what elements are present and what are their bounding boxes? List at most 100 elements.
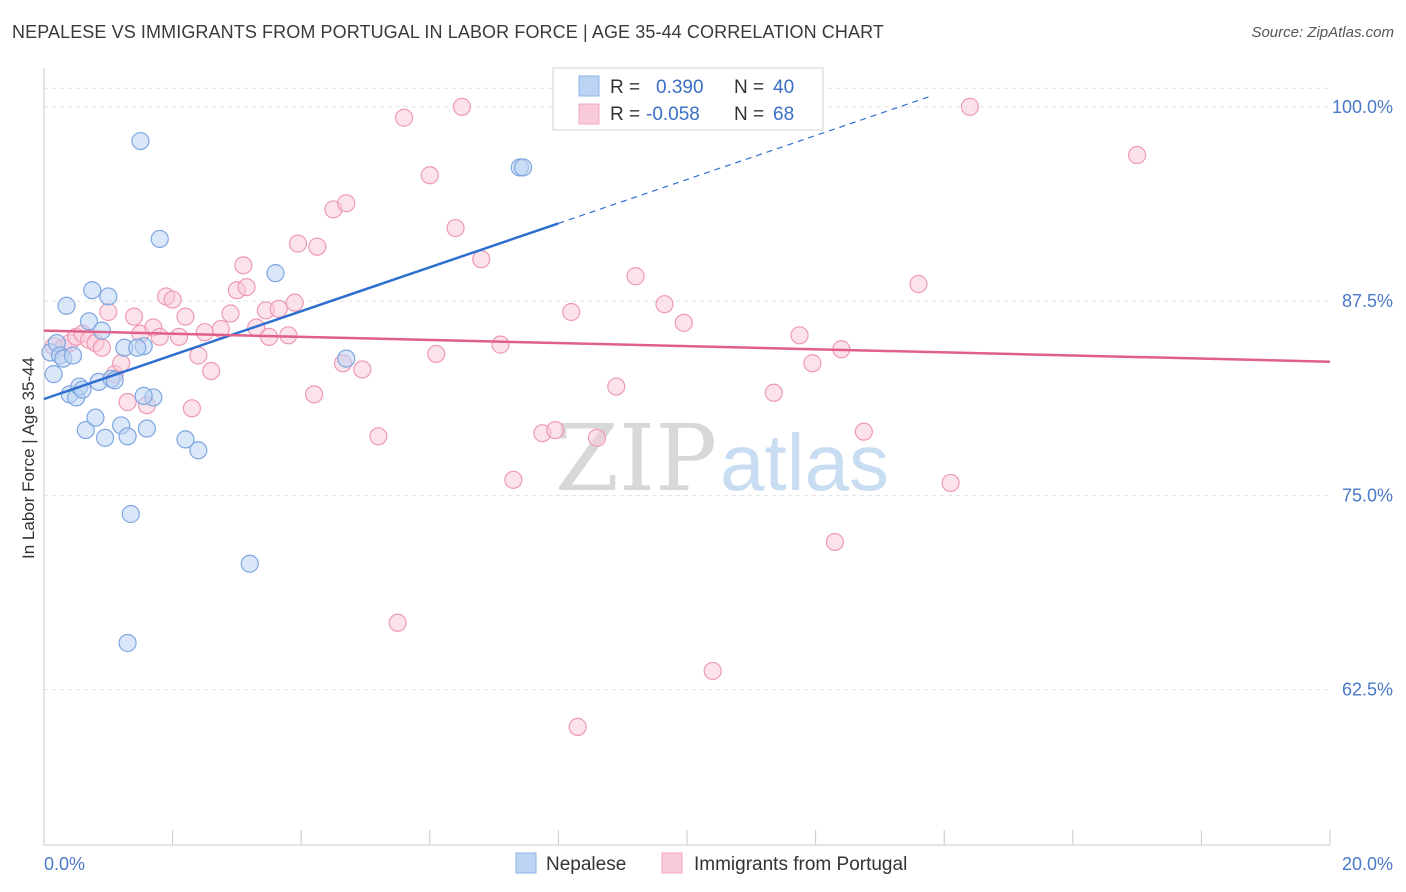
stats-r-label-nepalese: R = [610,77,640,98]
legend-swatch-portugal [661,852,683,874]
data-point-nepalese [118,427,137,446]
data-point-nepalese [57,296,76,315]
trend-lines [43,95,1331,401]
watermark-zip: ZIP [555,405,717,512]
data-point-portugal [655,295,674,314]
data-point-nepalese [266,264,285,283]
legend-label-nepalese: Nepalese [546,854,626,875]
data-point-portugal [234,256,253,275]
data-point-portugal [176,307,195,326]
data-point-portugal [504,470,523,489]
data-point-portugal [909,274,928,294]
data-point-portugal [764,383,783,402]
stats-n-label-nepalese: N = [734,77,764,98]
watermark: ZIP atlas [555,405,889,512]
data-point-nepalese [92,321,111,340]
data-point-portugal [587,428,607,447]
data-point-portugal [626,267,645,286]
data-point-nepalese [240,554,259,573]
data-point-portugal [195,323,214,342]
data-point-portugal [353,360,372,379]
data-point-portugal [941,473,960,493]
data-point-nepalese [176,430,195,449]
data-point-portugal [118,393,137,412]
y-tick-label: 87.5% [1342,291,1393,311]
x-axis-ticks [172,830,1331,845]
data-point-portugal [92,338,111,357]
data-point-nepalese [128,338,147,357]
legend-swatch-nepalese [515,852,537,874]
data-point-portugal [420,166,439,185]
data-point-portugal [169,327,189,346]
data-point-portugal [703,661,722,681]
data-point-portugal [394,108,414,127]
data-point-portugal [803,354,822,373]
data-point-nepalese [76,420,95,440]
data-point-nepalese [63,346,83,365]
data-point-portugal [99,302,118,322]
data-point-portugal [446,218,465,238]
x-tick-label-min: 0.0% [44,854,85,874]
stats-n-label-portugal: N = [734,104,764,125]
series-nepalese-points [41,131,533,653]
stats-r-label-portugal: R = [610,104,640,125]
data-point-portugal [369,427,388,446]
y-tick-label: 75.0% [1342,485,1393,505]
data-point-portugal [1127,145,1147,165]
data-point-portugal [854,422,873,441]
data-point-portugal [960,97,980,116]
data-point-portugal [491,335,510,354]
y-tick-label: 100.0% [1332,97,1393,117]
stats-swatch-nepalese [578,75,600,97]
bottom-legend: Nepalese Immigrants from Portugal [515,852,907,875]
data-point-portugal [124,307,144,326]
legend-label-portugal: Immigrants from Portugal [694,854,907,875]
stats-n-value-portugal: 68 [773,104,794,125]
data-point-portugal [285,293,304,312]
data-point-portugal [221,304,240,323]
data-point-nepalese [337,349,356,368]
stats-r-value-portugal: -0.058 [646,104,700,125]
data-point-portugal [562,302,581,322]
data-point-nepalese [118,633,137,653]
data-point-portugal [304,385,324,404]
data-point-portugal [112,354,131,373]
data-point-nepalese [86,408,105,427]
data-point-portugal [388,613,407,632]
data-point-portugal [452,97,472,116]
data-point-portugal [607,377,626,396]
stats-legend: R = 0.390 N = 40 R = -0.058 N = 68 [552,67,824,131]
data-point-portugal [674,313,693,332]
trend-line-nepalese [43,222,559,401]
data-point-portugal [202,361,221,381]
data-point-portugal [150,327,169,346]
data-point-portugal [568,717,587,736]
data-point-nepalese [79,312,99,331]
data-point-portugal [269,299,288,318]
data-point-nepalese [95,428,115,447]
data-point-portugal [427,344,446,364]
chart-title: NEPALESE VS IMMIGRANTS FROM PORTUGAL IN … [12,22,884,42]
y-axis-label: In Labor Force | Age 35-44 [19,357,38,559]
data-point-portugal [825,532,844,552]
stats-swatch-portugal [578,103,600,125]
data-point-portugal [790,326,809,345]
data-point-portugal [163,290,182,309]
gridlines [44,87,1330,691]
stats-r-value-nepalese: 0.390 [656,77,704,98]
data-point-portugal [472,250,491,269]
trend-line-portugal [43,329,1331,363]
data-point-portugal [308,237,327,256]
data-point-portugal [546,420,565,440]
x-tick-label-max: 20.0% [1342,854,1393,874]
stats-n-value-nepalese: 40 [773,77,794,98]
y-tick-label: 62.5% [1342,680,1393,700]
chart-source: Source: ZipAtlas.com [1251,24,1394,41]
data-point-nepalese [121,504,140,524]
data-point-nepalese [137,419,156,438]
data-point-portugal [237,278,256,297]
data-point-nepalese [189,441,208,460]
data-point-nepalese [513,158,533,177]
data-point-nepalese [150,229,169,249]
